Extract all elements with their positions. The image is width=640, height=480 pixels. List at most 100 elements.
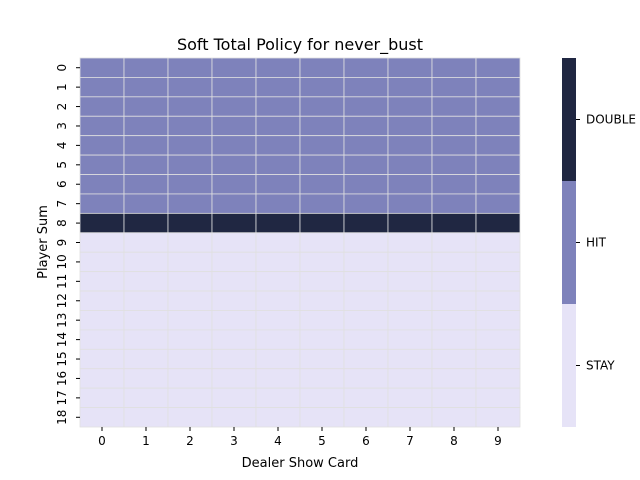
heatmap-cell bbox=[299, 329, 345, 350]
heatmap-cell bbox=[255, 77, 301, 98]
heatmap-cell bbox=[299, 57, 345, 78]
heatmap-cell bbox=[343, 57, 389, 78]
heatmap-cell bbox=[211, 96, 257, 117]
heatmap-cell bbox=[167, 368, 213, 389]
heatmap-cell bbox=[475, 154, 521, 175]
heatmap-cell bbox=[211, 329, 257, 350]
heatmap-cell bbox=[123, 77, 169, 98]
heatmap-cell bbox=[343, 407, 389, 428]
heatmap-cell bbox=[299, 387, 345, 408]
heatmap-cell bbox=[387, 77, 433, 98]
heatmap-cell bbox=[299, 348, 345, 370]
heatmap-cell bbox=[255, 251, 301, 273]
heatmap-cell bbox=[167, 271, 213, 292]
heatmap-cell bbox=[343, 348, 389, 370]
heatmap-cell bbox=[123, 407, 169, 428]
heatmap-cell bbox=[123, 212, 169, 234]
heatmap-cell bbox=[255, 193, 301, 214]
heatmap-cell bbox=[255, 212, 301, 234]
heatmap-cell bbox=[79, 232, 125, 253]
heatmap-cell bbox=[343, 290, 389, 311]
heatmap-cell bbox=[299, 310, 345, 331]
heatmap-cell bbox=[387, 348, 433, 370]
heatmap-cell bbox=[123, 348, 169, 370]
heatmap-cell bbox=[387, 96, 433, 117]
y-tick-label: 7 bbox=[55, 200, 69, 208]
heatmap-cell bbox=[79, 135, 125, 156]
colorbar-segment bbox=[562, 304, 576, 427]
heatmap-cell bbox=[475, 271, 521, 292]
y-tick-label: 3 bbox=[55, 122, 69, 130]
heatmap-cell bbox=[123, 96, 169, 117]
heatmap-cell bbox=[167, 77, 213, 98]
y-tick-label: 16 bbox=[55, 371, 69, 386]
heatmap-cell bbox=[475, 174, 521, 195]
heatmap-cell bbox=[387, 271, 433, 292]
heatmap-cell bbox=[255, 174, 301, 195]
heatmap-cell bbox=[255, 57, 301, 78]
heatmap-cell bbox=[343, 271, 389, 292]
x-tick-label: 8 bbox=[450, 434, 458, 448]
heatmap-cell bbox=[167, 115, 213, 137]
heatmap-cell bbox=[211, 193, 257, 214]
heatmap-cell bbox=[475, 368, 521, 389]
heatmap-cell bbox=[79, 348, 125, 370]
y-tick-label: 0 bbox=[55, 64, 69, 72]
heatmap-cell bbox=[431, 368, 477, 389]
heatmap-cell bbox=[79, 271, 125, 292]
heatmap-cell bbox=[343, 135, 389, 156]
x-tick-label: 3 bbox=[230, 434, 238, 448]
heatmap-cell bbox=[343, 212, 389, 234]
y-tick-label: 18 bbox=[55, 410, 69, 425]
heatmap-cell bbox=[431, 174, 477, 195]
heatmap-cell bbox=[299, 251, 345, 273]
heatmap-cell bbox=[387, 193, 433, 214]
heatmap-cell bbox=[167, 251, 213, 273]
heatmap-cell bbox=[123, 135, 169, 156]
heatmap-cell bbox=[299, 174, 345, 195]
heatmap-cell bbox=[255, 387, 301, 408]
heatmap-cell bbox=[299, 368, 345, 389]
heatmap-cell bbox=[123, 174, 169, 195]
heatmap-cell bbox=[255, 271, 301, 292]
heatmap-cell bbox=[255, 115, 301, 137]
heatmap-cell bbox=[79, 290, 125, 311]
heatmap-cell bbox=[167, 310, 213, 331]
heatmap-cell bbox=[431, 212, 477, 234]
heatmap-cell bbox=[431, 271, 477, 292]
heatmap-cell bbox=[475, 407, 521, 428]
heatmap-cell bbox=[211, 115, 257, 137]
heatmap-cells bbox=[79, 57, 521, 428]
heatmap-cell bbox=[211, 251, 257, 273]
x-axis-label: Dealer Show Card bbox=[242, 456, 359, 471]
y-axis-label: Player Sum bbox=[36, 205, 51, 279]
x-tick-label: 4 bbox=[274, 434, 282, 448]
y-tick-label: 1 bbox=[55, 83, 69, 91]
y-tick-label: 5 bbox=[55, 161, 69, 169]
heatmap-cell bbox=[387, 407, 433, 428]
heatmap-cell bbox=[387, 290, 433, 311]
heatmap-cell bbox=[79, 251, 125, 273]
heatmap-cell bbox=[475, 193, 521, 214]
heatmap-cell bbox=[431, 387, 477, 408]
heatmap-cell bbox=[387, 212, 433, 234]
heatmap-cell bbox=[211, 212, 257, 234]
heatmap-cell bbox=[255, 329, 301, 350]
heatmap-cell bbox=[475, 387, 521, 408]
heatmap-cell bbox=[299, 96, 345, 117]
heatmap-cell bbox=[167, 154, 213, 175]
heatmap-cell bbox=[79, 368, 125, 389]
colorbar-segment bbox=[562, 181, 576, 304]
y-tick-label: 8 bbox=[55, 219, 69, 227]
y-tick-label: 11 bbox=[55, 274, 69, 289]
heatmap-cell bbox=[167, 212, 213, 234]
heatmap-cell bbox=[431, 135, 477, 156]
heatmap-cell bbox=[123, 310, 169, 331]
heatmap-cell bbox=[211, 271, 257, 292]
heatmap-cell bbox=[167, 407, 213, 428]
heatmap-cell bbox=[79, 174, 125, 195]
heatmap-cell bbox=[123, 193, 169, 214]
heatmap-cell bbox=[475, 251, 521, 273]
heatmap-cell bbox=[211, 77, 257, 98]
